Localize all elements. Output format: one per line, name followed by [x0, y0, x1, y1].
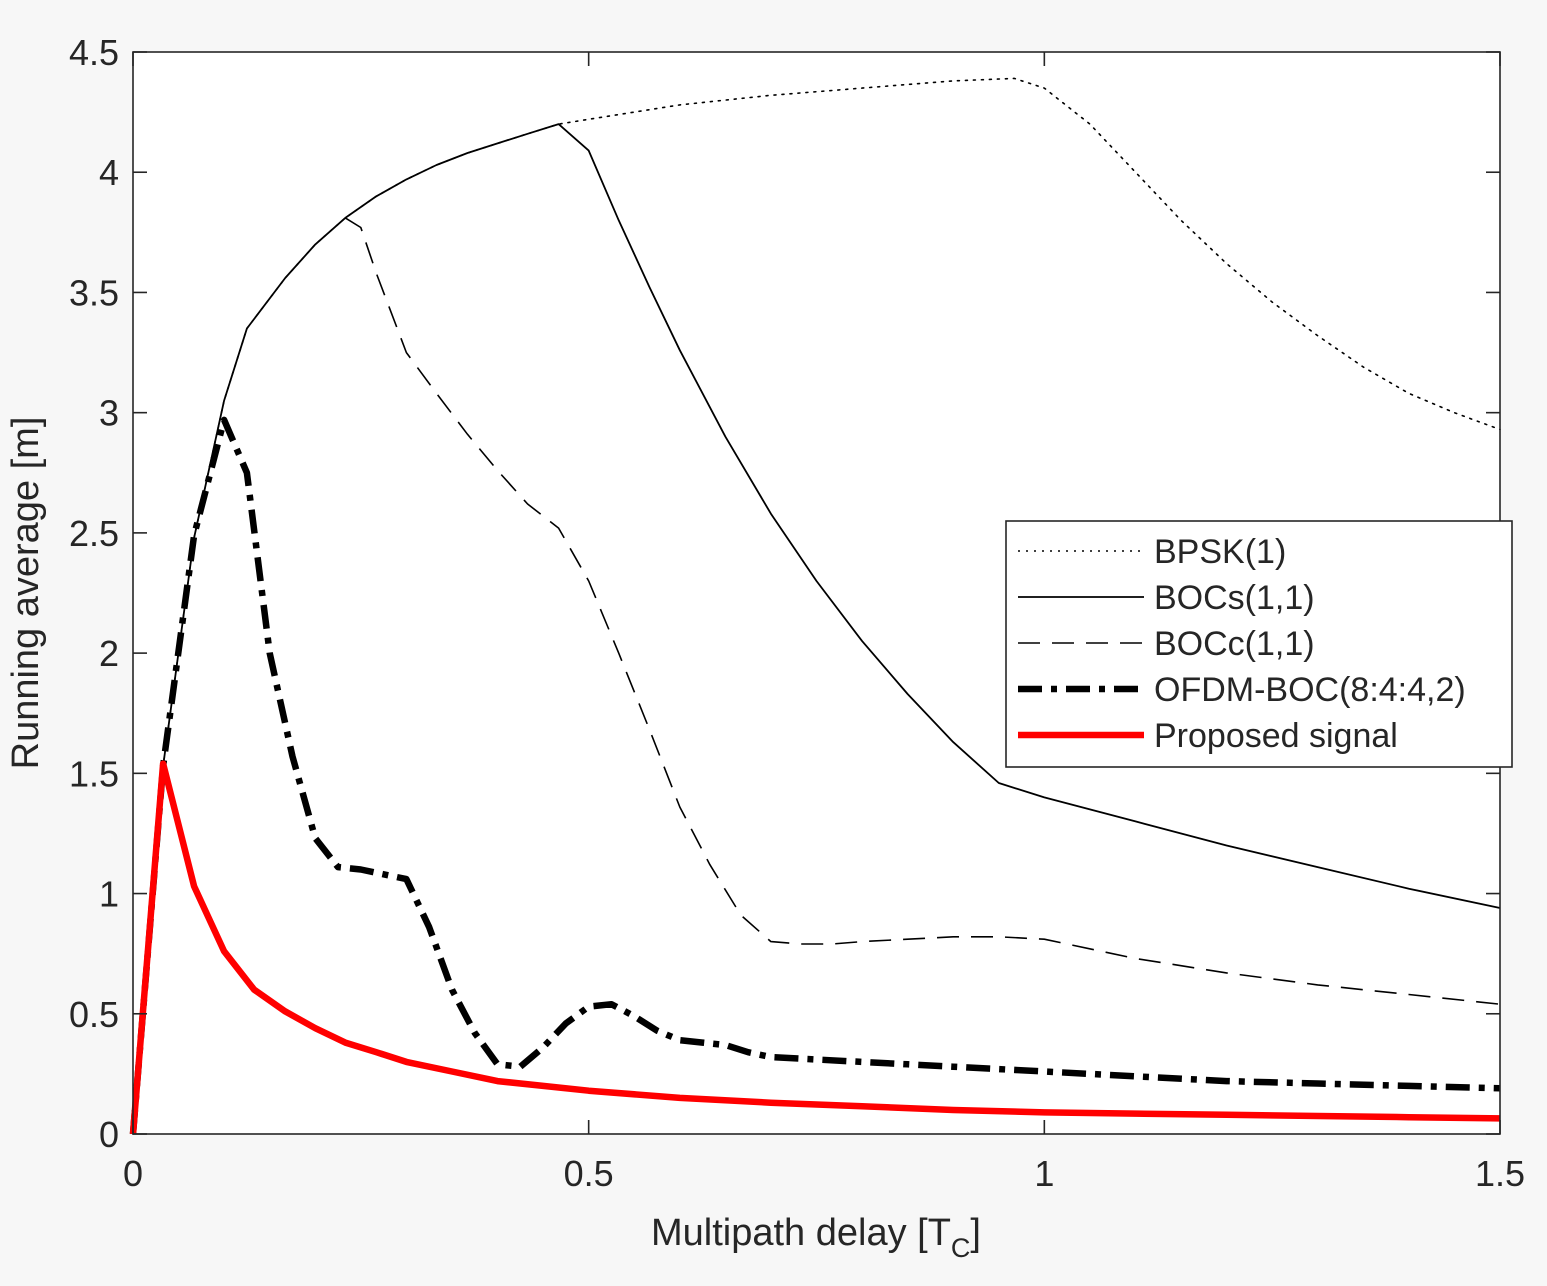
x-tick-label: 0	[123, 1153, 143, 1194]
y-tick-label: 4	[99, 152, 119, 193]
legend-label-4: Proposed signal	[1154, 717, 1398, 755]
y-tick-label: 0	[99, 1114, 119, 1155]
x-axis-label-main: Multipath delay [T	[651, 1212, 951, 1254]
legend: BPSK(1) BOCs(1,1) BOCc(1,1) OFDM-BOC(8:4:4,…	[1006, 521, 1512, 767]
y-tick-label: 3.5	[69, 272, 119, 313]
x-axis-label-end: ]	[970, 1212, 981, 1254]
x-axis-label-subscript: C	[951, 1233, 971, 1263]
y-tick-label: 0.5	[69, 994, 119, 1035]
legend-label-3: OFDM-BOC(8:4:4,2)	[1154, 671, 1466, 709]
legend-label-0: BPSK(1)	[1154, 533, 1286, 571]
x-tick-label: 1	[1034, 1153, 1054, 1194]
x-tick-label: 0.5	[564, 1153, 614, 1194]
y-tick-label: 2.5	[69, 513, 119, 554]
y-tick-label: 4.5	[69, 32, 119, 73]
legend-label-1: BOCs(1,1)	[1154, 579, 1315, 617]
x-tick-label: 1.5	[1475, 1153, 1525, 1194]
y-tick-label: 2	[99, 633, 119, 674]
y-axis-label: Running average [m]	[5, 417, 47, 770]
y-tick-label: 3	[99, 393, 119, 434]
y-tick-label: 1	[99, 874, 119, 915]
legend-label-2: BOCc(1,1)	[1154, 625, 1315, 663]
y-tick-label: 1.5	[69, 753, 119, 794]
